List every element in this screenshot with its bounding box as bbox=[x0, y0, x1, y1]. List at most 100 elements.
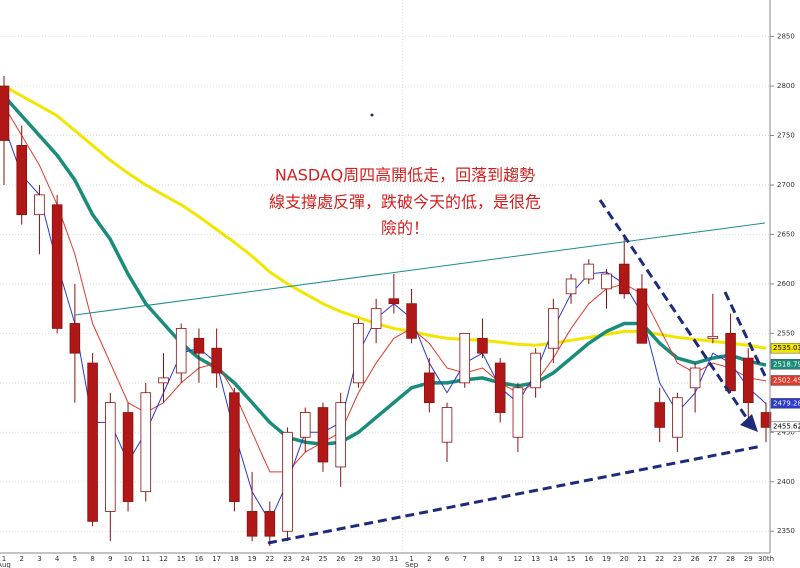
candle-body bbox=[477, 337, 488, 354]
candle-body bbox=[0, 85, 10, 141]
x-tick-label: 29 bbox=[354, 555, 363, 563]
x-tick-label: 5 bbox=[73, 555, 77, 563]
x-tick-label: 1 bbox=[409, 555, 413, 563]
trend-line bbox=[723, 291, 768, 379]
candle-body bbox=[743, 357, 754, 404]
candle-body bbox=[51, 204, 63, 329]
candle-body bbox=[34, 194, 45, 216]
candle-body bbox=[406, 303, 417, 339]
candle-body bbox=[618, 263, 630, 295]
x-tick-label: 29 bbox=[744, 555, 753, 563]
x-tick-label: 15 bbox=[177, 555, 186, 563]
candle-body bbox=[175, 328, 187, 374]
price-tag bbox=[770, 398, 800, 409]
candle-body bbox=[87, 362, 98, 522]
candle-body bbox=[335, 402, 346, 468]
candle-body bbox=[725, 332, 736, 392]
x-tick-label: 15 bbox=[567, 555, 576, 563]
x-tick-label: 3 bbox=[37, 555, 41, 563]
candle-body bbox=[317, 407, 329, 463]
trend-lines bbox=[74, 113, 768, 545]
y-tick-label: 2450 bbox=[777, 428, 795, 436]
x-tick-label: 16 bbox=[584, 555, 593, 563]
x-tick-label: 16 bbox=[194, 555, 203, 563]
y-tick-label: 2650 bbox=[777, 230, 795, 238]
x-tick-label: 19 bbox=[602, 555, 611, 563]
x-tick-label: 9 bbox=[108, 555, 112, 563]
candle-body bbox=[530, 352, 541, 389]
candle-body bbox=[548, 308, 559, 349]
candle-body bbox=[441, 407, 453, 443]
x-tick-label: 18 bbox=[230, 555, 239, 563]
candle-body bbox=[16, 145, 27, 216]
x-tick-label: 30th bbox=[758, 555, 774, 563]
x-tick-label: 4 bbox=[55, 555, 60, 563]
y-tick-label: 2400 bbox=[777, 478, 795, 486]
y-tick-label: 2600 bbox=[777, 280, 795, 288]
x-tick-label: 23 bbox=[673, 555, 682, 563]
x-tick-label: 2 bbox=[19, 555, 23, 563]
candle-body bbox=[353, 323, 364, 384]
grid bbox=[0, 0, 770, 553]
x-tick-label: 17 bbox=[212, 555, 221, 563]
candle-body bbox=[424, 372, 435, 404]
x-tick-label: 24 bbox=[301, 555, 310, 563]
x-tick-label: 27 bbox=[708, 555, 717, 563]
annotation: 險的！ bbox=[381, 219, 429, 238]
price-tag bbox=[770, 375, 800, 386]
candle-body bbox=[105, 402, 116, 512]
price-tag-label: 2479.28 bbox=[773, 399, 800, 407]
candle-body bbox=[601, 273, 612, 290]
arrow-head bbox=[740, 414, 758, 432]
x-tick-label: 9 bbox=[498, 555, 502, 563]
candle-body bbox=[672, 397, 683, 438]
x-tick-label: 8 bbox=[90, 555, 94, 563]
y-tick-label: 2350 bbox=[777, 527, 795, 535]
x-tick-label: 19 bbox=[248, 555, 257, 563]
x-tick-label: 12 bbox=[159, 555, 168, 563]
candle-body bbox=[229, 392, 240, 502]
candle-body bbox=[707, 335, 719, 339]
x-tick-label: 23 bbox=[283, 555, 292, 563]
x-tick-label: 26 bbox=[336, 555, 345, 563]
x-tick-label: 28 bbox=[726, 555, 735, 563]
price-tag-label: 2535.03 bbox=[773, 344, 800, 352]
candle-body bbox=[122, 412, 134, 502]
candle-body bbox=[689, 367, 701, 389]
x-tick-label: 21 bbox=[637, 555, 646, 563]
axes: 2350240024502500255026002650270027502800… bbox=[0, 33, 800, 568]
candle-body bbox=[193, 337, 205, 354]
candle-body bbox=[512, 387, 524, 438]
x-tick-label: 10 bbox=[124, 555, 133, 563]
candle-body bbox=[140, 392, 152, 493]
candles bbox=[0, 76, 772, 547]
x-tick-label: 7 bbox=[463, 555, 467, 563]
month-label: Aug bbox=[0, 561, 11, 568]
candle-body bbox=[264, 511, 276, 537]
candle-body bbox=[69, 323, 81, 354]
month-label: Sep bbox=[405, 561, 419, 568]
annotation: 線支撐處反彈，跌破今天的低，是很危 bbox=[269, 193, 541, 212]
x-tick-label: 30 bbox=[372, 555, 381, 563]
candle-body bbox=[299, 412, 311, 438]
candle-body bbox=[760, 412, 772, 428]
x-tick-label: 12 bbox=[513, 555, 522, 563]
y-tick-label: 2800 bbox=[777, 82, 795, 90]
x-tick-label: 22 bbox=[655, 555, 664, 563]
x-tick-label: 11 bbox=[141, 555, 150, 563]
x-tick-label: 6 bbox=[445, 555, 450, 563]
price-tag bbox=[770, 342, 800, 354]
y-tick-label: 2700 bbox=[777, 181, 795, 189]
y-tick-label: 2850 bbox=[777, 33, 795, 41]
trend-line bbox=[598, 199, 750, 421]
x-tick-label: 25 bbox=[319, 555, 328, 563]
price-tag-label: 2502.45 bbox=[773, 376, 800, 384]
price-tag-label: 2455.62 bbox=[773, 423, 800, 431]
x-tick-label: 13 bbox=[531, 555, 540, 563]
candle-body bbox=[494, 362, 506, 413]
candle-body bbox=[636, 288, 648, 344]
dot bbox=[370, 113, 374, 117]
x-tick-label: 14 bbox=[549, 555, 558, 563]
x-tick-label: 26 bbox=[691, 555, 700, 563]
